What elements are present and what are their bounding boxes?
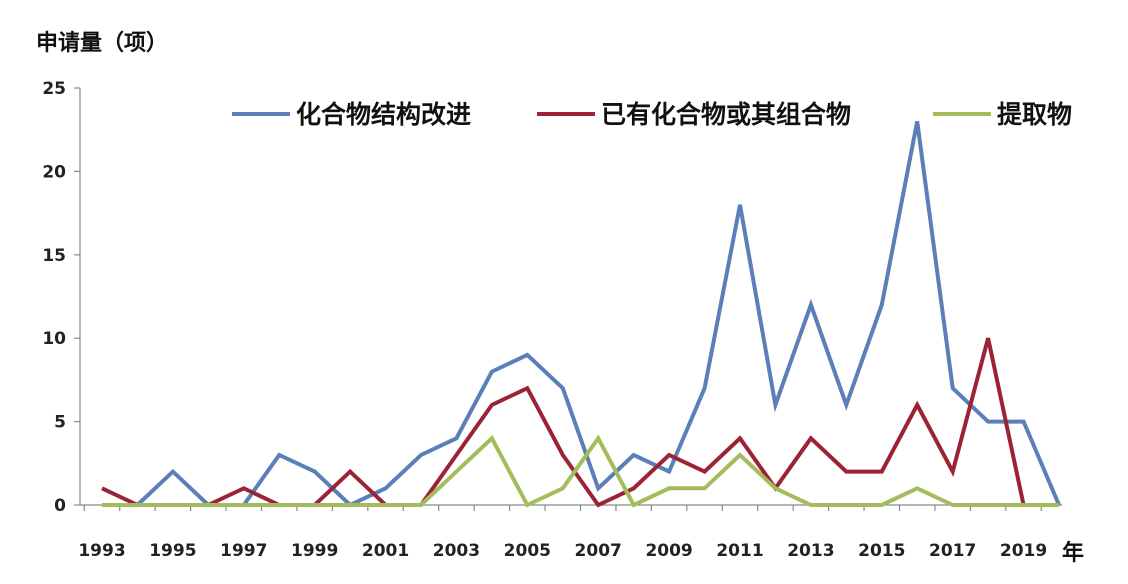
series-1 bbox=[101, 337, 1026, 508]
x-tick-label: 1999 bbox=[291, 541, 338, 561]
legend-label: 提取物 bbox=[997, 100, 1072, 129]
y-tick-label: 5 bbox=[54, 413, 66, 433]
x-axis: 1993 1995 1997 1999 2001 2003 2005 2007 2009 2011… bbox=[78, 504, 1062, 561]
y-axis-label: 申请量（项） bbox=[36, 30, 168, 56]
y-tick-label: 20 bbox=[42, 162, 66, 182]
series-lines bbox=[101, 121, 1061, 508]
series-2 bbox=[102, 434, 1059, 508]
x-tick-label: 1997 bbox=[220, 541, 267, 561]
legend-label: 化合物结构改进 bbox=[296, 100, 471, 129]
x-tick-label: 2005 bbox=[504, 541, 551, 561]
series-line bbox=[102, 434, 1059, 508]
y-axis: 0 5 10 15 20 25 bbox=[42, 79, 81, 516]
series-0 bbox=[136, 121, 1061, 508]
x-tick-label: 1995 bbox=[149, 541, 196, 561]
legend: 化合物结构改进 已有化合物或其组合物 提取物 bbox=[232, 100, 1072, 129]
y-tick-label: 10 bbox=[42, 329, 66, 349]
series-line bbox=[101, 486, 139, 507]
x-tick-label: 2001 bbox=[362, 541, 409, 561]
x-axis-unit: 年 bbox=[1062, 540, 1084, 566]
x-tick-label: 2003 bbox=[433, 541, 480, 561]
y-tick-label: 25 bbox=[42, 79, 66, 99]
series-line bbox=[136, 121, 1061, 508]
x-tick-label: 2011 bbox=[716, 541, 763, 561]
x-tick-label: 2015 bbox=[858, 541, 905, 561]
y-tick-label: 15 bbox=[42, 246, 66, 266]
series-line bbox=[207, 337, 1026, 508]
x-tick-label: 1993 bbox=[78, 541, 125, 561]
x-tick-label: 2009 bbox=[645, 541, 692, 561]
x-tick-label: 2007 bbox=[575, 541, 622, 561]
x-tick-label: 2017 bbox=[929, 541, 976, 561]
x-tick-label: 2013 bbox=[787, 541, 834, 561]
x-tick-label: 2019 bbox=[1000, 541, 1047, 561]
legend-label: 已有化合物或其组合物 bbox=[601, 100, 851, 129]
y-tick-label: 0 bbox=[54, 496, 66, 516]
